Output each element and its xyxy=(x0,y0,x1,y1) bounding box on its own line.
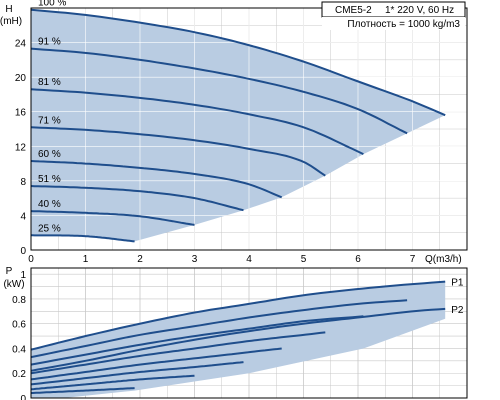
head-curve-label: 81 % xyxy=(38,77,61,88)
power-curve-label: P1 xyxy=(451,278,464,289)
head-y-tick-label: 4 xyxy=(20,211,26,222)
x-tick-label: 6 xyxy=(355,254,361,265)
power-y-axis-unit: (kW) xyxy=(3,279,24,290)
head-curve-label: 71 % xyxy=(38,115,61,126)
power-curve-8 xyxy=(30,374,195,391)
pump-model-label: CME5-2 xyxy=(335,5,372,16)
head-plot-frame xyxy=(30,7,468,251)
head-curve-7 xyxy=(30,210,195,226)
head-curve-label: 25 % xyxy=(38,223,61,234)
head-y-tick-label: 20 xyxy=(15,73,27,84)
head-curve-3 xyxy=(30,88,364,156)
density-bg xyxy=(322,17,465,30)
power-curve-2 xyxy=(30,307,446,372)
x-tick-label: 5 xyxy=(301,254,307,265)
power-y-axis-label: P xyxy=(6,266,13,277)
head-curve-8 xyxy=(31,234,135,243)
head-curve-label: 100 % xyxy=(38,0,66,9)
head-operating-area xyxy=(31,9,446,242)
head-curve-label: 60 % xyxy=(38,149,61,160)
power-curve-1 xyxy=(30,280,446,351)
head-y-tick-label: 12 xyxy=(15,142,27,153)
power-curve-label: P2 xyxy=(451,305,464,316)
power-y-tick-label: 0.4 xyxy=(12,344,26,355)
density-label: Плотность = 1000 kg/m3 xyxy=(347,19,460,30)
power-chart-panel: P1 P2 0 0.2 0.4 0.6 0.8 1P (kW) xyxy=(3,266,468,400)
head-grid-overlay xyxy=(31,8,467,250)
head-chart-panel: 100 %91 %81 %71 %60 %51 %40 %25 %0481216… xyxy=(0,0,468,265)
x-tick-label: 0 xyxy=(28,254,34,265)
pump-supply-label: 1* 220 V, 60 Hz xyxy=(385,5,454,16)
power-curve-4 xyxy=(30,315,364,366)
power-y-tick-label: 1 xyxy=(20,270,26,281)
head-curve-6 xyxy=(30,185,244,212)
head-curve-label: 51 % xyxy=(38,174,61,185)
x-tick-label: 7 xyxy=(410,254,416,265)
x-tick-label: 4 xyxy=(246,254,252,265)
head-curve-label: 91 % xyxy=(38,37,61,48)
head-y-tick-label: 8 xyxy=(20,177,26,188)
power-operating-area xyxy=(31,281,446,398)
power-curve-7 xyxy=(30,361,244,386)
power-plot-frame xyxy=(30,267,468,399)
power-y-tick-label: 0.2 xyxy=(12,369,26,380)
head-y-tick-label: 0 xyxy=(20,246,26,257)
power-y-tick-label: 0.8 xyxy=(12,295,26,306)
pump-info-box: CME5-2 1* 220 V, 60 Hz Плотность = 1000 kg… xyxy=(321,1,466,30)
x-axis-label: Q(m3/h) xyxy=(425,254,462,265)
head-y-axis-label: H xyxy=(5,4,12,15)
head-y-axis-unit: (mH) xyxy=(0,16,22,27)
head-curve-1 xyxy=(30,8,446,117)
head-y-tick-label: 16 xyxy=(15,108,27,119)
head-curve-2 xyxy=(30,47,408,135)
head-y-tick-label: 24 xyxy=(15,39,27,50)
x-tick-label: 2 xyxy=(137,254,143,265)
head-curve-4 xyxy=(30,126,326,177)
power-curve-6 xyxy=(30,347,282,381)
power-curve-3 xyxy=(30,299,408,359)
power-y-tick-label: 0 xyxy=(20,394,26,400)
head-curve-5 xyxy=(30,160,283,199)
power-curve-5 xyxy=(30,331,326,375)
x-tick-label: 1 xyxy=(83,254,89,265)
x-tick-label: 3 xyxy=(192,254,198,265)
head-curve-label: 40 % xyxy=(38,199,61,210)
power-y-tick-label: 0.6 xyxy=(12,320,26,331)
power-curve-9 xyxy=(31,387,135,394)
